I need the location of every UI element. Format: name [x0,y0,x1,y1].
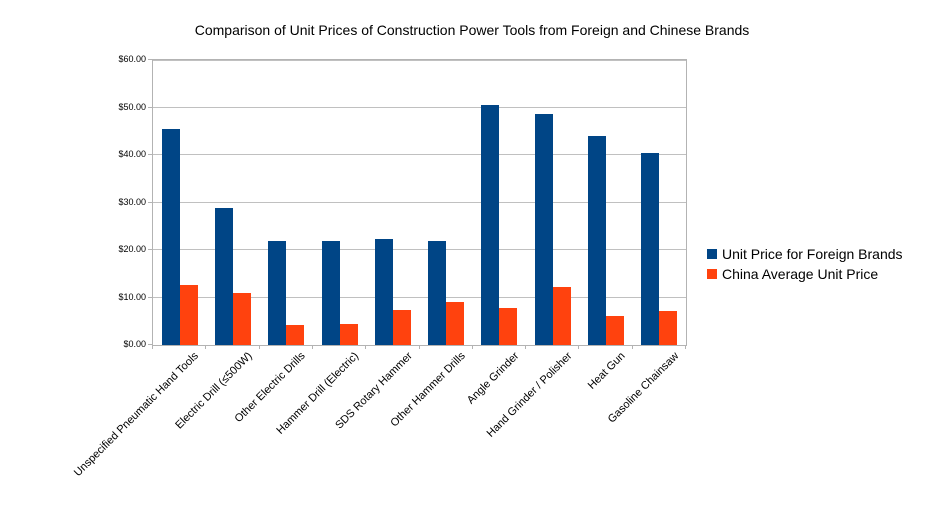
legend-swatch-china-average [707,269,717,279]
x-axis-label-cat6: Angle Grinder [464,350,521,407]
bar-series1-cat0 [179,284,198,345]
x-axis-tick-9 [631,345,633,349]
bar-series1-cat8 [606,315,625,345]
chart-title: Comparison of Unit Prices of Constructio… [194,22,750,38]
y-axis-tick-0 [148,344,152,345]
bar-series0-cat5 [428,240,447,345]
y-axis-tick-60 [148,59,152,60]
y-axis-tick-20 [148,249,152,250]
legend-label-foreign-brands: Unit Price for Foreign Brands [722,246,903,262]
x-axis-tick-0 [152,345,153,349]
x-axis-tick-3 [311,345,313,349]
y-axis-label-40: $40.00 [118,149,146,159]
y-axis-label-10: $10.00 [118,291,146,302]
bar-series1-cat1 [232,292,251,345]
bar-series0-cat7 [534,114,553,345]
x-axis-label-cat8: Heat Gun [585,350,628,392]
y-axis-label-20: $20.00 [118,244,146,254]
y-gridline-30 [153,201,686,203]
x-axis-tick-5 [418,345,420,349]
x-axis-tick-7 [525,345,527,349]
x-axis-tick-8 [578,345,580,349]
legend-label-china-average: China Average Unit Price [722,266,879,282]
bar-series0-cat0 [161,129,180,345]
bar-series0-cat4 [374,239,393,345]
bar-series0-cat8 [588,136,607,345]
bar-series0-cat9 [641,153,660,345]
y-axis-tick-30 [148,201,152,203]
x-axis-tick-2 [258,345,260,349]
legend-swatch-foreign-brands [707,249,717,259]
bar-series1-cat3 [339,323,358,345]
bar-series0-cat1 [214,207,233,345]
y-axis-tick-40 [148,154,152,155]
bar-series0-cat2 [268,240,287,345]
x-axis-tick-4 [365,345,367,349]
y-gridline-50 [153,106,686,108]
bar-series1-cat7 [552,287,571,345]
y-axis-label-60: $60.00 [118,54,146,64]
bar-series1-cat9 [659,310,678,345]
x-axis-tick-1 [205,345,207,349]
bar-series0-cat6 [481,104,500,345]
legend: Unit Price for Foreign Brands China Aver… [707,244,903,284]
y-gridline-60 [153,60,686,61]
y-axis-label-50: $50.00 [118,101,146,112]
legend-item-foreign-brands: Unit Price for Foreign Brands [707,244,903,264]
y-axis-label-30: $30.00 [118,196,146,207]
y-gridline-20 [153,249,686,250]
bar-series1-cat4 [392,310,411,345]
x-axis-tick-6 [471,345,473,349]
x-axis-tick-10 [685,345,686,349]
y-gridline-40 [153,154,686,155]
bar-series1-cat2 [286,325,305,345]
bar-series1-cat5 [446,301,465,345]
bar-series1-cat6 [499,307,518,345]
legend-item-china-average: China Average Unit Price [707,264,903,284]
plot-area [152,59,687,346]
bar-series0-cat3 [321,240,340,345]
y-axis-tick-50 [148,106,152,108]
y-axis-label-0: $0.00 [123,339,146,349]
y-gridline-10 [153,296,686,298]
y-axis-tick-10 [148,296,152,298]
